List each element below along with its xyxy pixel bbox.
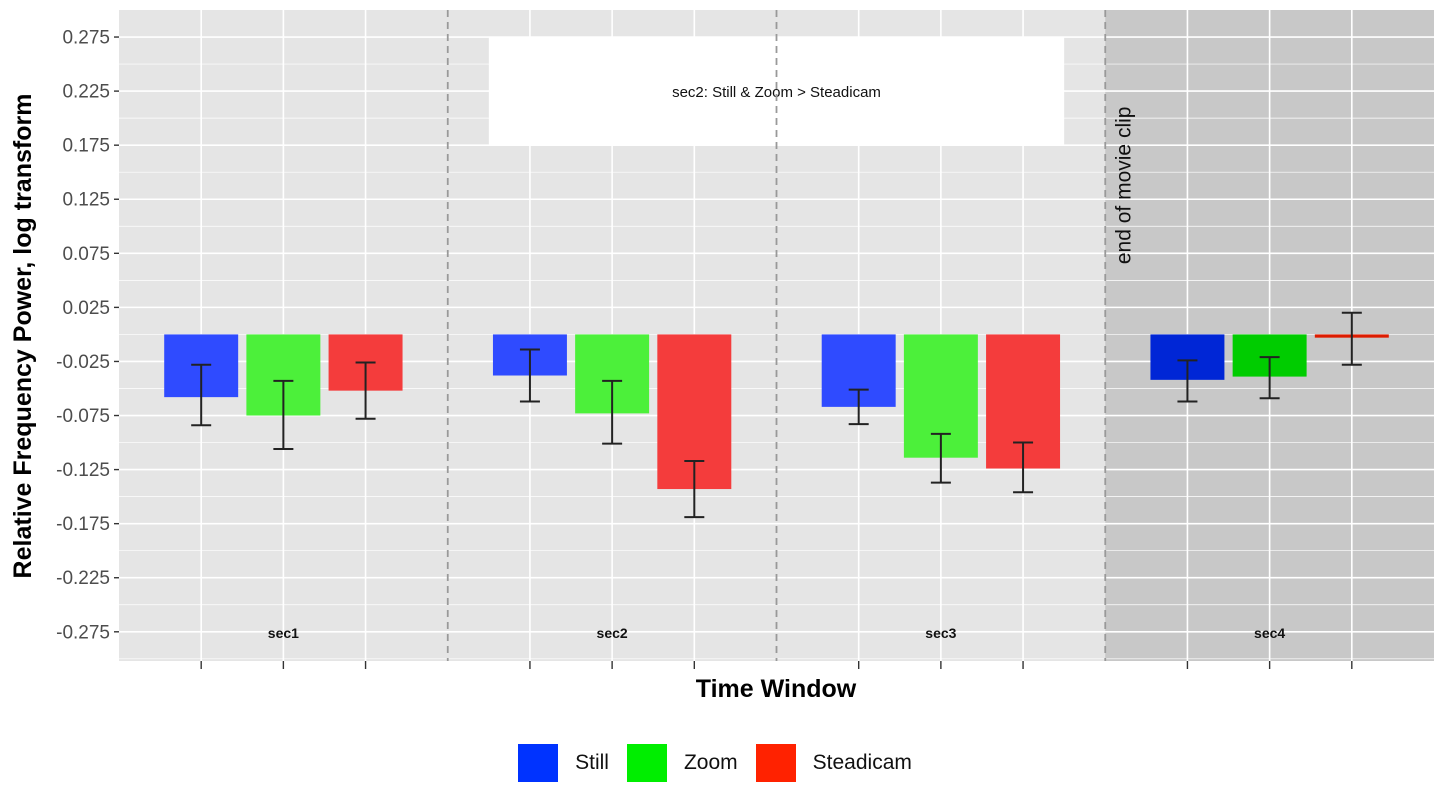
y-axis-title: Relative Frequency Power, log transform (9, 94, 37, 579)
section-label: sec3 (925, 625, 956, 641)
y-tick-label: 0.275 (62, 28, 110, 49)
y-tick-label: -0.125 (56, 460, 110, 481)
y-tick-label: 0.025 (62, 298, 110, 319)
section-label: sec4 (1254, 625, 1285, 641)
y-tick-label: -0.275 (56, 622, 110, 643)
section-label: sec2 (597, 625, 628, 641)
legend-item-zoom: Zoom (626, 744, 742, 782)
y-tick-label: 0.125 (62, 190, 110, 211)
legend-label-steadicam: Steadicam (812, 751, 912, 774)
legend-key-zoom (626, 744, 667, 782)
annotations: sec2: Still & Zoom > Steadicam end of mo… (488, 37, 1135, 265)
y-tick-label: -0.225 (56, 568, 110, 589)
y-tick-label: 0.225 (62, 82, 110, 103)
legend-label-zoom: Zoom (683, 751, 738, 774)
legend-key-still (518, 744, 559, 782)
y-tick-label: -0.075 (56, 406, 110, 427)
y-tick-label: 0.075 (62, 244, 110, 265)
y-tick-label: -0.025 (56, 352, 110, 373)
bar-chart: sec2: Still & Zoom > Steadicam end of mo… (9, 10, 1434, 703)
annotation-box (488, 37, 1065, 146)
legend-item-steadicam: Steadicam (755, 744, 916, 782)
legend-label-still: Still (575, 751, 609, 774)
legend-key-steadicam (755, 744, 796, 782)
y-tick-label: -0.175 (56, 514, 110, 535)
axes: 0.275 0.225 0.175 0.125 0.075 0.025 -0.025 -0.0… (56, 10, 1353, 669)
x-axis-title: Time Window (696, 675, 857, 703)
legend-item-still: Still (518, 744, 613, 782)
y-tick-label: 0.175 (62, 136, 110, 157)
section-label: sec1 (268, 625, 299, 641)
legend: Still Zoom Steadicam (0, 740, 1434, 786)
annotation-text: sec2: Still & Zoom > Steadicam (672, 84, 881, 101)
end-of-clip-note: end of movie clip (1112, 107, 1135, 265)
bars (164, 311, 1389, 519)
